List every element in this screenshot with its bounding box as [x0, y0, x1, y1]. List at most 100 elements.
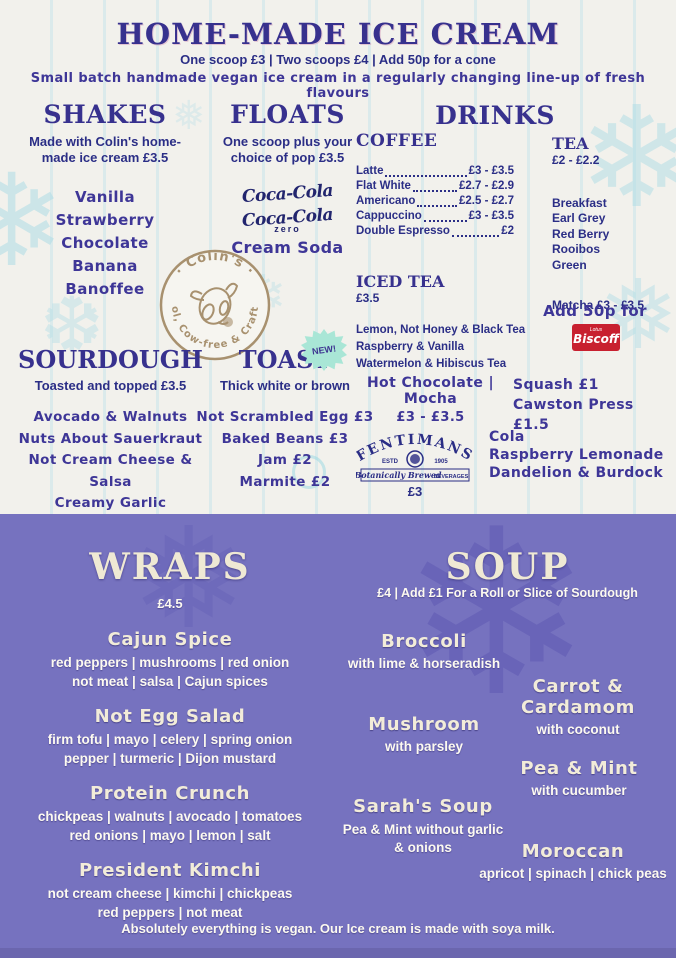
lotus-logo-text: Lotus	[589, 327, 603, 333]
fentimans-sub-italic: Botanically Brewed	[356, 470, 442, 480]
coffee-item: Americano £2.5 - £2.7	[356, 194, 514, 209]
coffee-item-price: £3 - £3.5	[468, 165, 514, 177]
tea-section: TEA £2 - £2.2 Breakfast Earl Grey Red Be…	[552, 134, 672, 314]
fentimans-item: Dandelion & Burdock	[489, 465, 664, 481]
cow-icon	[189, 282, 239, 327]
toast-item: Baked Beans £3	[221, 430, 349, 447]
soup-detail: with cucumber	[531, 783, 627, 798]
wrap-ingredients: red peppers | mushrooms | red onion	[50, 655, 290, 670]
shakes-section: SHAKES Made with Colin's home- made ice …	[20, 100, 190, 301]
toast-item: Marmite £2	[239, 473, 331, 490]
soup-detail: with lime & horseradish	[347, 656, 501, 671]
hot-chocolate-price: £3 - £3.5	[396, 410, 465, 425]
toast-item: Jam £2	[257, 452, 313, 468]
hot-chocolate-name: Hot Chocolate | Mocha	[366, 375, 495, 407]
top-section: ❄ ❄ ❅ ❆ ❄ ❅ HOME-MADE ICE CREAM One scoo…	[0, 0, 676, 533]
colins-cow-stamp-logo: · Colin's · Cool, Cow-free & Crafted	[158, 248, 271, 361]
wraps-section: WRAPS £4.5 Cajun Spice red peppers | mus…	[20, 546, 320, 922]
shakes-item: Vanilla	[75, 188, 135, 206]
coffee-item-name: Cappuccino	[356, 210, 422, 222]
shakes-note: made ice cream £3.5	[41, 150, 169, 165]
sourdough-item: Not Cream Cheese & Salsa	[28, 452, 193, 490]
wrap-ingredients: chickpeas | walnuts | avocado | tomatoes	[37, 809, 303, 824]
coffee-item-price: £2	[501, 225, 514, 237]
sourdough-section: SOURDOUGH Toasted and topped £3.5 Avocad…	[8, 345, 213, 536]
new-badge-label: NEW!	[311, 343, 337, 357]
iced-tea-item: Raspberry & Vanilla	[356, 340, 465, 353]
shakes-note: Made with Colin's home-	[29, 134, 181, 149]
biscoff-upsell-label: Add 50p for	[543, 302, 647, 320]
floats-heading: FLOATS	[230, 100, 345, 129]
coca-cola-zero-label: zero	[274, 224, 301, 234]
coffee-item-price: £3 - £3.5	[468, 210, 514, 222]
wrap-ingredients: red onions | mayo | lemon | salt	[69, 828, 271, 843]
soup-name: Mushroom	[368, 714, 480, 735]
wrap-ingredients: firm tofu | mayo | celery | spring onion	[47, 732, 293, 747]
tea-price: £2 - £2.2	[552, 153, 600, 167]
wrap-ingredients: pepper | turmeric | Dijon mustard	[63, 751, 277, 766]
fentimans-item: Cola	[489, 429, 525, 445]
shakes-heading: SHAKES	[43, 100, 167, 129]
shakes-item: Strawberry	[55, 211, 155, 229]
title-pricing-note: One scoop £3 | Two scoops £4 | Add 50p f…	[180, 52, 496, 67]
dot-leader	[451, 227, 500, 237]
coffee-item: Latte £3 - £3.5	[356, 164, 514, 179]
fentimans-flavours: Cola Raspberry Lemonade Dandelion & Burd…	[489, 428, 669, 482]
dot-leader	[423, 212, 467, 222]
soup-detail: with parsley	[384, 739, 464, 754]
tea-heading: TEA	[552, 134, 589, 153]
soup-detail: & onions	[394, 840, 452, 855]
squash-item: Squash £1	[513, 377, 599, 393]
soup-heading: SOUP	[445, 546, 570, 588]
soup-name: Carrot & Cardamom	[521, 676, 635, 718]
fentimans-sub-caps: BEVERAGES	[434, 474, 469, 480]
toast-note: Thick white or brown	[219, 378, 350, 393]
purple-section: ❄ ❅ WRAPS £4.5 Cajun Spice red peppers |…	[0, 499, 676, 958]
toast-item: Not Scrambled Egg £3	[196, 409, 374, 425]
soup-note: £4 | Add £1 For a Roll or Slice of Sourd…	[377, 586, 638, 600]
tea-item: Earl Grey	[552, 211, 606, 225]
soup-name: Pea & Mint	[520, 758, 638, 779]
iced-tea-section: ICED TEA £3.5 Lemon, Not Honey & Black T…	[356, 272, 526, 373]
tea-item: Rooibos	[552, 242, 600, 256]
fentimans-est: ESTD	[382, 459, 399, 465]
wraps-heading: WRAPS	[89, 546, 251, 588]
sourdough-item: Avocado & Walnuts	[33, 409, 188, 425]
soup-detail: with coconut	[536, 722, 620, 737]
soup-item: Moroccan apricot | spinach | chick peas	[468, 841, 676, 881]
wrap-ingredients: not meat | salsa | Cajun spices	[72, 674, 268, 689]
wrap-name: Cajun Spice	[107, 629, 233, 650]
coffee-item: Cappuccino £3 - £3.5	[356, 209, 514, 224]
wrap-name: Not Egg Salad	[94, 706, 246, 727]
fentimans-price: £3	[407, 484, 423, 499]
dot-leader	[417, 197, 458, 207]
floats-section: FLOATS One scoop plus your choice of pop…	[200, 100, 375, 257]
shakes-item: Banoffee	[65, 280, 145, 298]
iced-tea-heading: ICED TEA	[356, 272, 445, 291]
matcha-item: Matcha £3 - £3.5	[552, 298, 645, 312]
wrap-item: Protein Crunch chickpeas | walnuts | avo…	[20, 783, 320, 845]
wrap-name: President Kimchi	[78, 860, 262, 881]
iced-tea-item: Lemon, Not Honey & Black Tea	[356, 323, 526, 336]
coffee-item-name: Double Espresso	[356, 225, 450, 237]
soup-detail: apricot | spinach | chick peas	[479, 866, 667, 881]
fentimans-logo: FENTIMANS ESTD 1905 Botanically Brewed B…	[356, 432, 474, 482]
coffee-section: COFFEE Latte £3 - £3.5 Flat White £2.7 - £…	[356, 131, 514, 239]
iced-tea-price: £3.5	[356, 291, 380, 305]
wraps-price: £4.5	[157, 596, 183, 611]
coffee-item-price: £2.7 - £2.9	[459, 180, 514, 192]
soup-item: Sarah's Soup Pea & Mint without garlic &…	[328, 796, 518, 857]
soup-item: Broccoli with lime & horseradish	[344, 631, 504, 671]
page-title: HOME-MADE ICE CREAM	[116, 17, 560, 51]
coffee-heading: COFFEE	[356, 131, 438, 151]
floats-note: choice of pop £3.5	[230, 150, 345, 165]
fentimans-item: Raspberry Lemonade	[489, 447, 664, 463]
soup-item: Pea & Mint with cucumber	[489, 758, 669, 798]
wrap-ingredients: red peppers | not meat	[97, 905, 243, 920]
wrap-ingredients: not cream cheese | kimchi | chickpeas	[47, 886, 293, 901]
coffee-item: Double Espresso £2	[356, 224, 514, 239]
biscoff-logo: Lotus Biscoff	[572, 324, 620, 351]
biscoff-logo-text: Biscoff	[573, 332, 619, 346]
floats-item: Cream Soda	[231, 238, 344, 257]
